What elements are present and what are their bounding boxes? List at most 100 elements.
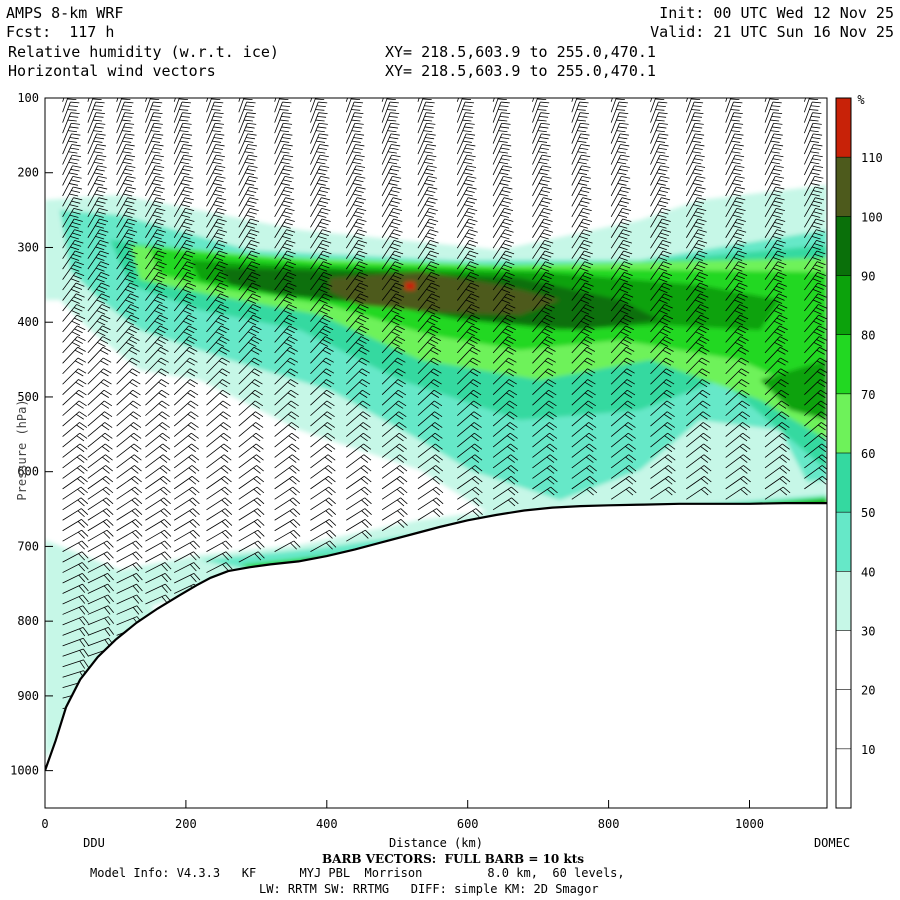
wind-barb	[686, 454, 712, 469]
wind-barb	[310, 422, 335, 437]
wind-barb	[310, 540, 337, 553]
colorbar-swatch	[836, 334, 851, 394]
wind-barb	[456, 271, 479, 291]
wind-barb	[725, 304, 749, 322]
wind-barb	[764, 144, 784, 165]
wind-barb	[804, 293, 827, 312]
colorbar-unit: %	[857, 93, 865, 107]
wind-barb	[206, 508, 233, 521]
wind-barb	[62, 627, 89, 637]
wind-barb	[457, 508, 483, 521]
wind-barb	[62, 659, 89, 669]
wind-barb	[725, 379, 750, 395]
wind-barb	[417, 122, 436, 144]
wind-barb	[571, 165, 591, 186]
wind-barb	[650, 293, 673, 312]
wind-barb	[145, 122, 163, 144]
wind-barb	[686, 271, 708, 291]
wind-barb	[87, 562, 114, 573]
wind-barb	[381, 379, 406, 395]
wind-barb	[116, 519, 143, 532]
wind-barb	[381, 154, 401, 176]
y-tick-label: 500	[17, 390, 39, 404]
wind-barb	[532, 336, 556, 354]
wind-barb	[87, 454, 113, 469]
wind-barb	[571, 368, 596, 385]
wind-barb	[173, 261, 196, 280]
wind-barb	[274, 357, 299, 375]
terrain-profile	[45, 502, 827, 771]
wind-barb	[532, 239, 554, 259]
wind-barb	[62, 379, 87, 395]
wind-barb	[62, 98, 65, 102]
wind-barb	[571, 176, 591, 197]
wind-barb	[62, 594, 89, 605]
wind-barb	[310, 133, 329, 155]
wind-barb	[764, 98, 779, 113]
wind-barb	[764, 293, 788, 312]
wind-barb	[492, 368, 517, 385]
wind-barb	[381, 346, 406, 364]
wind-barb	[87, 497, 114, 511]
wind-barb	[206, 422, 232, 437]
colorbar-label: 50	[861, 506, 875, 520]
wind-barb	[62, 572, 89, 584]
wind-barb	[492, 454, 519, 469]
wind-barb	[87, 98, 90, 102]
wind-barb	[173, 389, 199, 406]
wind-barb	[571, 197, 592, 218]
wind-barb	[62, 508, 89, 521]
wind-barb	[381, 98, 396, 113]
wind-barb	[62, 529, 89, 542]
wind-barb	[571, 325, 595, 343]
wind-barb	[571, 304, 595, 322]
wind-barb	[238, 519, 265, 532]
wind-barb	[238, 379, 263, 395]
wind-barb	[310, 98, 313, 102]
wind-barb	[238, 144, 257, 165]
wind-barb	[310, 519, 337, 532]
wind-barb	[145, 432, 171, 448]
wind-barb	[685, 154, 705, 176]
wind-barb	[173, 357, 198, 375]
wind-barb	[764, 122, 783, 144]
wind-barb	[381, 475, 408, 490]
wind-barb	[532, 144, 551, 165]
wind-barb	[62, 551, 89, 563]
wind-barb	[571, 443, 597, 458]
wind-barb	[381, 465, 408, 479]
wind-barb	[206, 357, 230, 375]
wind-barb	[145, 346, 169, 364]
wind-barb	[62, 637, 89, 648]
wind-barb	[532, 186, 552, 207]
wind-barb	[650, 454, 676, 469]
physics-info: LW: RRTM SW: RRTMG DIFF: simple KM: 2D S…	[259, 882, 599, 896]
wind-barb	[686, 486, 712, 500]
wind-barb	[725, 443, 751, 458]
rh-110-core	[405, 282, 415, 290]
wind-barb	[804, 422, 827, 437]
wind-barb	[532, 422, 557, 437]
wind-barb	[310, 154, 329, 176]
wind-barb	[417, 346, 442, 364]
wind-barb	[571, 218, 593, 238]
wind-barb	[274, 400, 299, 416]
wind-barb	[417, 197, 438, 218]
wind-barb	[456, 250, 479, 270]
wind-barb	[87, 207, 108, 228]
wind-barb	[685, 101, 704, 123]
wind-barb	[610, 229, 632, 249]
wind-barb	[381, 325, 405, 343]
wind-barb	[492, 133, 511, 155]
wind-barb	[238, 122, 257, 144]
wind-barb	[206, 443, 232, 458]
wind-barb	[310, 379, 335, 395]
colorbar-label: 80	[861, 329, 875, 343]
wind-barb	[764, 411, 790, 427]
colorbar-label: 60	[861, 447, 875, 461]
wind-barb	[62, 271, 85, 291]
wind-barb	[417, 411, 443, 427]
wind-barb	[457, 422, 482, 437]
wind-barb	[417, 133, 436, 155]
wind-barb	[116, 336, 140, 354]
